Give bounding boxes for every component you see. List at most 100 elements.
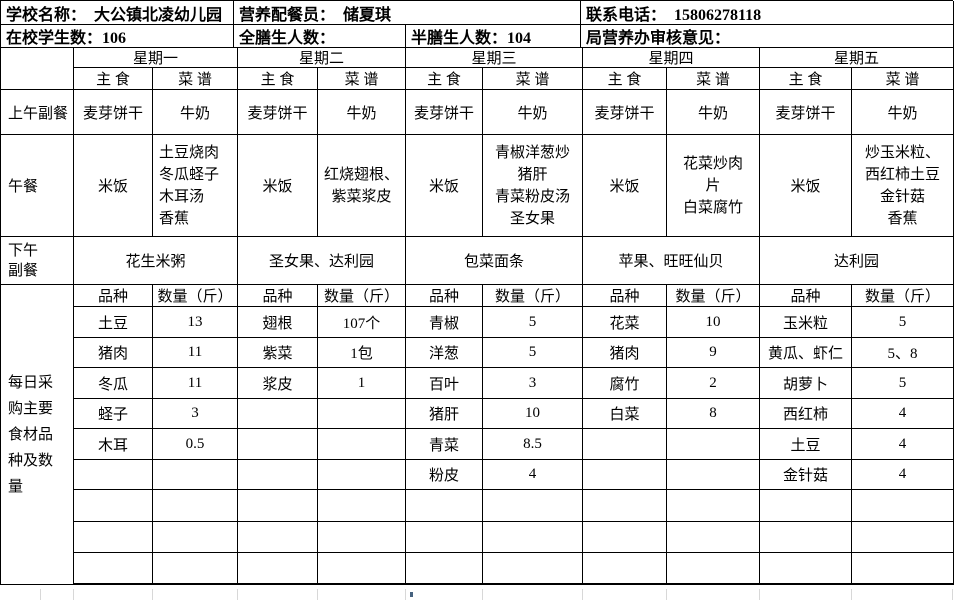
purchase-qty-cell: 11 xyxy=(153,338,238,368)
subheader-staple: 主 食 xyxy=(238,68,318,90)
gridline-stub xyxy=(73,589,74,600)
purchase-qty-cell: 9 xyxy=(667,338,760,368)
purchase-qty-cell: 4 xyxy=(852,460,954,490)
lunch-thu-staple: 米饭 xyxy=(583,135,667,237)
purchase-item-cell: 青椒 xyxy=(406,307,483,338)
purchase-item-cell xyxy=(238,399,318,429)
gridline-stub xyxy=(582,589,583,600)
purchase-qty-cell xyxy=(483,553,583,585)
pm-snack-thu: 苹果、旺旺仙贝 xyxy=(583,237,760,285)
subheader-menu: 菜 谱 xyxy=(153,68,238,90)
purchase-item-cell xyxy=(583,522,667,553)
gridline-stub xyxy=(759,589,760,600)
purchase-item-cell: 青菜 xyxy=(406,429,483,460)
purchase-qty-header: 数量（斤） xyxy=(483,285,583,307)
purchase-qty-header: 数量（斤） xyxy=(153,285,238,307)
purchase-item-cell: 百叶 xyxy=(406,368,483,399)
purchase-qty-cell xyxy=(667,460,760,490)
purchase-item-header: 品种 xyxy=(238,285,318,307)
purchase-item-cell: 黄瓜、虾仁 xyxy=(760,338,852,368)
row-label-lunch: 午餐 xyxy=(1,135,74,237)
purchase-item-cell xyxy=(583,429,667,460)
pm-snack-tue: 圣女果、达利园 xyxy=(238,237,406,285)
purchase-item-cell: 猪肉 xyxy=(74,338,153,368)
purchase-qty-cell xyxy=(852,522,954,553)
purchase-qty-cell: 4 xyxy=(852,399,954,429)
weekly-table: 星期一 星期二 星期三 星期四 星期五 主 食 菜 谱 主 食 菜 谱 主 食 … xyxy=(0,47,954,585)
phone-cell: 联系电话： 15806278118 xyxy=(581,1,954,25)
purchase-qty-cell xyxy=(318,460,406,490)
purchase-item-cell: 粉皮 xyxy=(406,460,483,490)
purchase-qty-cell: 2 xyxy=(667,368,760,399)
purchase-qty-cell: 3 xyxy=(483,368,583,399)
purchase-item-cell xyxy=(238,553,318,585)
purchase-item-cell: 蛏子 xyxy=(74,399,153,429)
purchase-qty-cell: 10 xyxy=(483,399,583,429)
purchase-item-cell xyxy=(583,553,667,585)
corner-cell xyxy=(1,47,74,90)
subheader-menu: 菜 谱 xyxy=(318,68,406,90)
lunch-wed-menu: 青椒洋葱炒 猪肝 青菜粉皮汤 圣女果 xyxy=(483,135,583,237)
purchase-qty-cell xyxy=(667,429,760,460)
purchase-qty-header: 数量（斤） xyxy=(667,285,760,307)
row-label-purchase: 每日采购主要食材品种及数量 xyxy=(1,285,74,585)
purchase-label-text: 每日采购主要食材品种及数量 xyxy=(8,374,54,495)
gridline-stub xyxy=(317,589,318,600)
purchase-item-cell xyxy=(238,429,318,460)
weekday-wednesday: 星期三 xyxy=(406,47,583,68)
purchase-item-cell xyxy=(238,522,318,553)
subheader-menu: 菜 谱 xyxy=(852,68,954,90)
purchase-item-cell: 土豆 xyxy=(74,307,153,338)
subheader-staple: 主 食 xyxy=(583,68,667,90)
artifact-dot xyxy=(410,592,413,597)
purchase-qty-cell: 13 xyxy=(153,307,238,338)
purchase-item-cell xyxy=(74,490,153,522)
purchase-qty-cell: 1包 xyxy=(318,338,406,368)
review-opinion-cell: 局营养办审核意见： xyxy=(581,25,954,48)
purchase-qty-cell: 5、8 xyxy=(852,338,954,368)
am-snack-wed-staple: 麦芽饼干 xyxy=(406,90,483,135)
purchase-qty-cell: 11 xyxy=(153,368,238,399)
purchase-qty-header: 数量（斤） xyxy=(852,285,954,307)
purchase-item-cell xyxy=(406,522,483,553)
purchase-qty-cell: 5 xyxy=(483,338,583,368)
purchase-item-cell: 花菜 xyxy=(583,307,667,338)
purchase-item-cell: 胡萝卜 xyxy=(760,368,852,399)
purchase-item-cell xyxy=(583,490,667,522)
purchase-qty-cell: 5 xyxy=(483,307,583,338)
subheader-staple: 主 食 xyxy=(760,68,852,90)
pm-snack-wed: 包菜面条 xyxy=(406,237,583,285)
purchase-item-cell: 土豆 xyxy=(760,429,852,460)
gridline-stub xyxy=(952,589,953,600)
purchase-qty-cell: 8.5 xyxy=(483,429,583,460)
weekday-thursday: 星期四 xyxy=(583,47,760,68)
purchase-qty-cell xyxy=(483,490,583,522)
purchase-qty-cell xyxy=(153,522,238,553)
lunch-tue-menu: 红烧翅根、 紫菜浆皮 xyxy=(318,135,406,237)
am-snack-wed-menu: 牛奶 xyxy=(483,90,583,135)
purchase-item-cell: 白菜 xyxy=(583,399,667,429)
pm-snack-mon: 花生米粥 xyxy=(74,237,238,285)
weekday-tuesday: 星期二 xyxy=(238,47,406,68)
purchase-qty-cell xyxy=(318,522,406,553)
purchase-qty-cell: 4 xyxy=(483,460,583,490)
lunch-mon-menu: 土豆烧肉 冬瓜蛏子 木耳汤 香蕉 xyxy=(153,135,238,237)
purchase-item-cell xyxy=(583,460,667,490)
purchase-item-cell xyxy=(760,553,852,585)
purchase-item-cell xyxy=(74,553,153,585)
am-snack-tue-staple: 麦芽饼干 xyxy=(238,90,318,135)
gridline-stub xyxy=(40,589,41,600)
lunch-fri-menu: 炒玉米粒、 西红柿土豆 金针菇 香蕉 xyxy=(852,135,954,237)
am-snack-thu-staple: 麦芽饼干 xyxy=(583,90,667,135)
school-name-cell: 学校名称： 大公镇北凌幼儿园 xyxy=(1,1,234,25)
purchase-item-cell: 腐竹 xyxy=(583,368,667,399)
students-total-cell: 在校学生数：106 xyxy=(1,25,234,48)
subheader-staple: 主 食 xyxy=(406,68,483,90)
gridline-stub xyxy=(666,589,667,600)
am-snack-thu-menu: 牛奶 xyxy=(667,90,760,135)
gridline-stub xyxy=(405,589,406,600)
weekday-monday: 星期一 xyxy=(74,47,238,68)
am-snack-fri-staple: 麦芽饼干 xyxy=(760,90,852,135)
purchase-qty-cell: 4 xyxy=(852,429,954,460)
subheader-staple: 主 食 xyxy=(74,68,153,90)
